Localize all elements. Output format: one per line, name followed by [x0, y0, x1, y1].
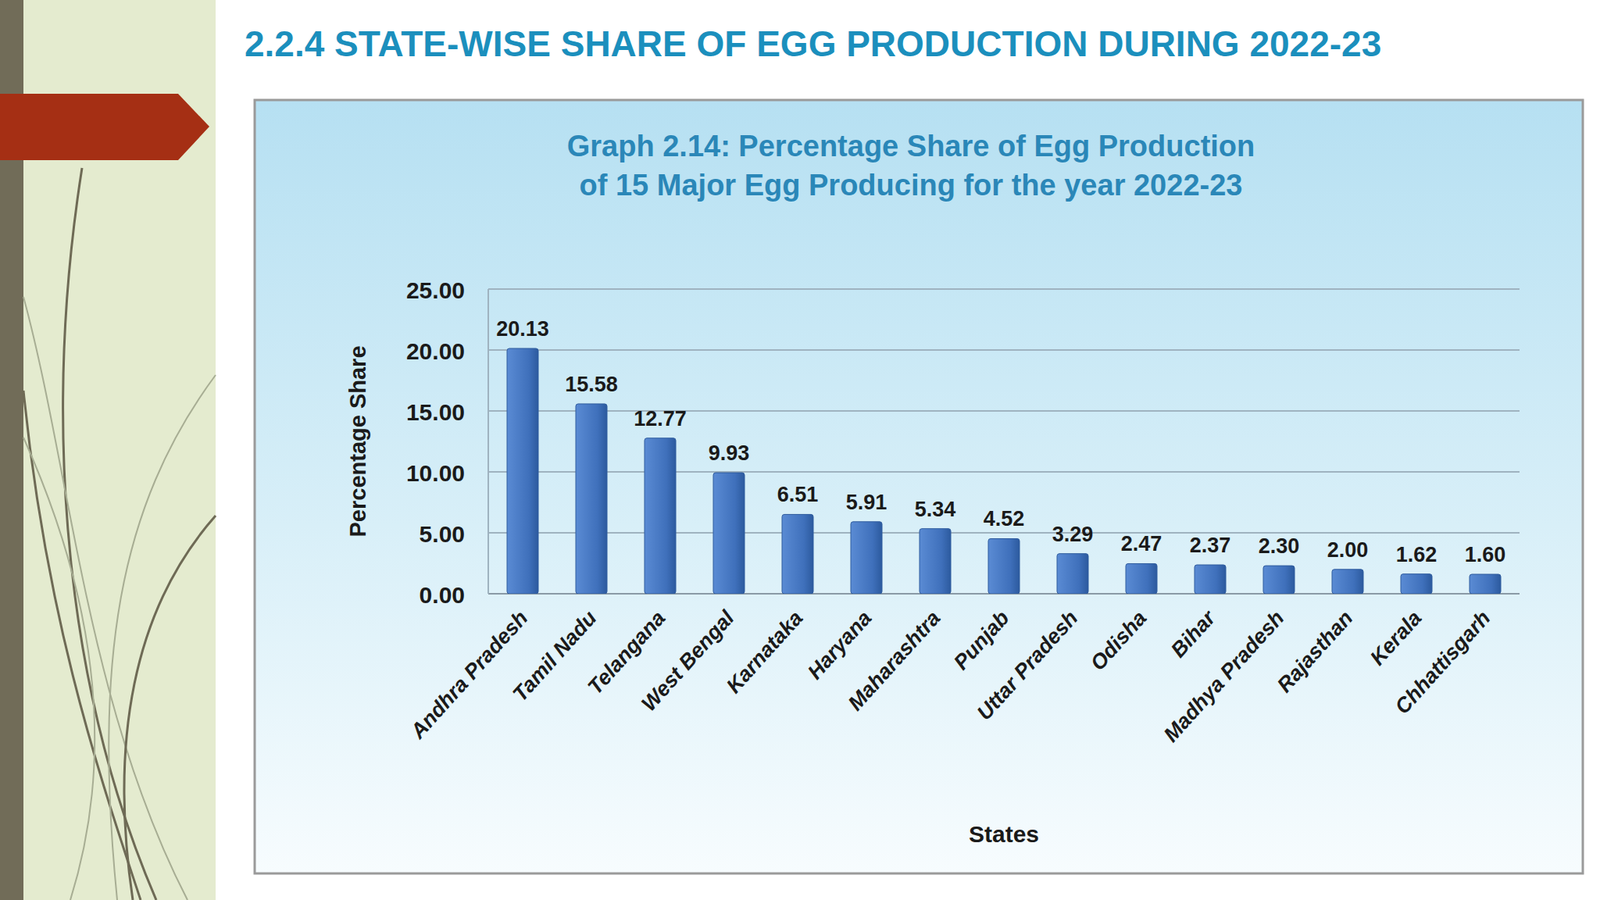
x-tick-label: Maharashtra [843, 606, 946, 715]
bar [1263, 565, 1295, 594]
bar [919, 528, 951, 594]
title-line: of 15 Major Egg Producing for the year 2… [579, 168, 1243, 202]
bar [644, 438, 676, 594]
bar [507, 348, 539, 594]
y-axis-title: Percentage Share [345, 345, 371, 537]
decor-curve [23, 390, 141, 900]
heading: 2.2.4 STATE-WISE SHARE OF EGG PRODUCTION… [244, 23, 1382, 65]
x-tick-label: Uttar Pradesh [972, 606, 1083, 725]
y-tick-label: 20.00 [406, 338, 465, 365]
data-label: 5.91 [846, 490, 888, 515]
bar [1125, 563, 1158, 594]
data-label: 2.30 [1258, 534, 1300, 558]
bar [1400, 574, 1433, 594]
bar [988, 538, 1020, 594]
x-tick-label: Karnataka [721, 606, 808, 698]
data-label: 1.60 [1464, 542, 1507, 567]
grid-line [488, 349, 1520, 351]
bar [1057, 553, 1089, 594]
data-label: 5.34 [914, 497, 957, 522]
y-tick-label: 15.00 [406, 399, 465, 425]
bar [1194, 564, 1226, 594]
x-tick-label: Odisha [1085, 606, 1152, 675]
data-label: 2.00 [1327, 538, 1369, 562]
bar [1469, 574, 1501, 594]
data-label: 1.62 [1396, 542, 1438, 567]
decor-curve [23, 437, 95, 900]
y-axis-line [487, 289, 490, 594]
data-label: 6.51 [777, 482, 819, 507]
chart-title: Graph 2.14: Percentage Share of Egg Prod… [567, 129, 1256, 202]
grid-line [488, 288, 1520, 290]
y-tick-label: 25.00 [406, 277, 465, 304]
x-tick-label: Tamil Nadu [507, 606, 601, 707]
chart-frame [254, 100, 1583, 874]
x-tick-label: Punjab [949, 606, 1015, 675]
data-label: 2.37 [1189, 533, 1232, 558]
slide: 2.2.4 STATE-WISE SHARE OF EGG PRODUCTION… [0, 0, 1600, 900]
data-label: 2.47 [1121, 532, 1163, 556]
x-tick-label: Rajasthan [1272, 606, 1358, 697]
y-tick-label: 5.00 [419, 521, 465, 547]
data-label: 15.58 [564, 372, 618, 397]
decor-curve [124, 515, 216, 900]
side-panel [0, 0, 216, 900]
y-tick-label: 10.00 [406, 460, 465, 486]
bar [1332, 569, 1364, 594]
grid-line [488, 471, 1520, 473]
title-line: Graph 2.14: Percentage Share of Egg Prod… [567, 129, 1256, 163]
x-tick-label: Bihar [1166, 605, 1221, 662]
data-label: 20.13 [496, 317, 550, 341]
decor-curve [108, 375, 216, 900]
x-tick-label: Haryana [803, 606, 877, 684]
x-tick-label: Andhra Pradesh [405, 606, 533, 744]
x-axis-title: States [968, 821, 1040, 847]
bar [782, 514, 814, 594]
bar [713, 472, 745, 594]
x-tick-label: Kerala [1365, 606, 1427, 670]
x-tick-label: Chhattisgarh [1390, 606, 1496, 719]
arrow-marker [0, 93, 210, 161]
x-tick-label: West Bengal [636, 606, 740, 716]
bar [575, 403, 608, 594]
data-label: 4.52 [983, 507, 1025, 531]
x-tick-label: Madhya Pradesh [1159, 606, 1290, 747]
data-label: 9.93 [708, 441, 750, 465]
data-label: 3.29 [1052, 522, 1094, 547]
bars [507, 348, 1501, 594]
data-label: 12.77 [633, 407, 687, 431]
grid-line [488, 532, 1520, 534]
y-tick-label: 0.00 [419, 582, 465, 608]
bar [850, 521, 883, 594]
